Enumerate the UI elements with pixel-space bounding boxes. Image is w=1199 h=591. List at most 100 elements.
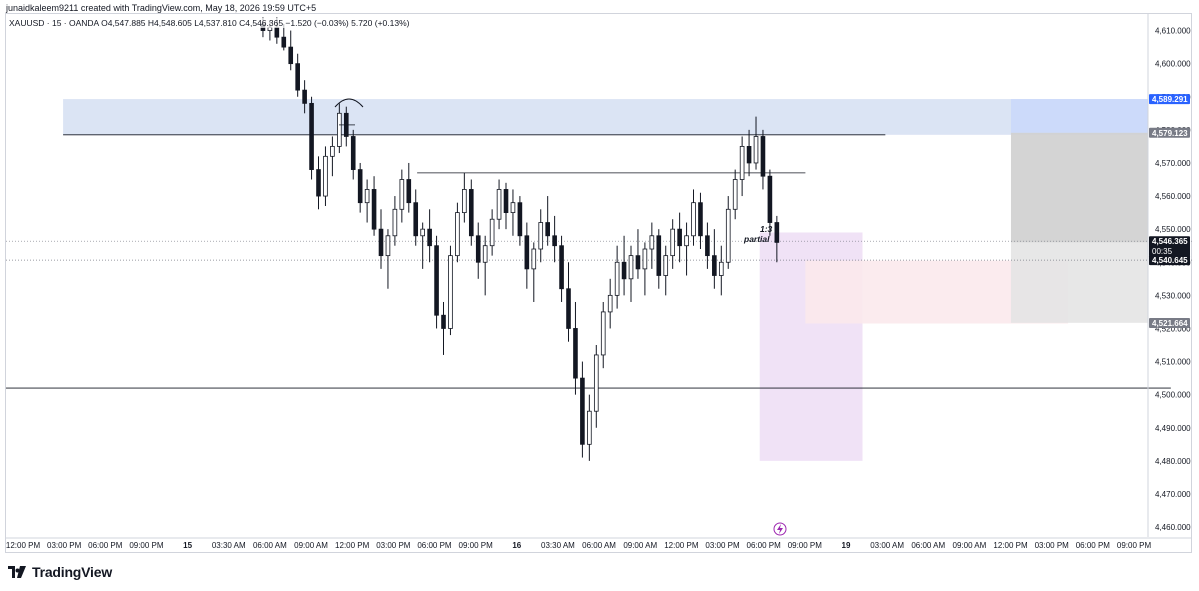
stop-zone [1010,132,1148,243]
time-tick-label: 03:00 PM [705,541,740,550]
candle-body [448,255,453,329]
time-axis: 12:00 PM 03:00 PM 06:00 PM 09:00 PM 15 03:30 … [6,537,1192,550]
time-tick-label: 06:00 AM [253,541,287,550]
candle-body [399,179,405,210]
candle [371,176,377,236]
alert-lightning-icon [773,522,787,536]
candle-body [482,245,488,263]
candle [531,242,537,302]
candle-body [559,245,564,290]
brand-name: TradingView [32,564,113,580]
candle [573,301,578,395]
candle-body [392,208,398,237]
attribution-text: junaidkaleem9211 created with TradingVie… [6,3,317,13]
candle-body [524,235,530,270]
candle-body [531,248,537,270]
candle-body [635,255,641,270]
candle [399,169,405,223]
price-label: 4,540.645 [1149,255,1190,266]
candle-body [288,46,294,65]
candle-body [573,328,578,379]
candle [538,209,544,263]
candle [656,229,662,289]
time-tick-label: 06:00 PM [417,541,452,550]
price-label-box [1149,94,1190,105]
candle [774,215,780,263]
time-tick-label: 03:30 AM [541,541,575,550]
price-label-text: 4,589.291 [1152,95,1188,104]
price-label-box [1149,236,1190,257]
candle [559,235,564,302]
time-tick-label: 03:00 PM [47,541,82,550]
price-label-box [1149,127,1190,138]
candle-body [316,169,321,197]
candle-body [600,311,606,356]
tradingview-brand[interactable]: TradingView [8,564,112,580]
candle [649,222,655,269]
price-label-text: 4,579.123 [1152,129,1188,138]
price-tick-label: 4,560.000 [1155,192,1191,201]
candle-body [413,202,419,237]
tradingview-logo-icon [8,566,26,578]
stop-zone-lower [1010,242,1148,323]
candle [593,345,599,428]
candle-body [434,245,439,316]
price-tick-label: 4,490.000 [1155,424,1191,433]
candle-body [621,261,627,280]
candle-body [774,222,780,243]
candle-body [468,189,474,237]
candle [434,235,439,329]
price-tick-label: 4,460.000 [1155,523,1191,532]
swing-high-arc [334,98,364,108]
candle [517,196,523,246]
candle-body [760,136,766,177]
candle [455,202,460,263]
candle-body [281,36,287,48]
time-tick-label: 09:00 AM [623,541,657,550]
candle [746,129,752,177]
chart-frame[interactable] [5,13,1192,553]
candle [684,222,689,276]
candle-body [670,228,675,257]
time-tick-label: 06:00 AM [582,541,616,550]
candle [323,146,328,206]
time-tick-label: 03:30 AM [212,541,246,550]
candle [739,136,745,197]
candle-body [663,255,669,276]
candle-body [475,235,481,263]
time-tick-label: 03:00 PM [1035,541,1070,550]
candle-body [309,102,314,170]
candle-body [732,179,738,210]
ratio-label: 1:3 [760,224,773,234]
candle-body [462,189,467,214]
price-label-box [1149,255,1190,266]
candle [364,179,370,223]
candle [545,196,550,246]
candle [767,169,773,236]
target-zone [1010,99,1148,133]
price-axis: 4,460.000 4,470.000 4,480.000 4,490.000 4,50… [1147,14,1191,537]
candle [600,301,606,369]
candle [663,245,669,296]
candle [420,222,425,269]
candle [468,179,474,246]
alert-icon-bolt [777,524,783,534]
symbol-legend[interactable]: XAUUSD · 15 · OANDA O4,547.885 H4,548.60… [9,18,410,28]
zones-layer [63,99,1149,461]
candle-body [323,155,328,197]
candle [350,129,356,180]
time-tick-label: 12:00 PM [993,541,1028,550]
candle-body [767,175,773,223]
candle-body [691,202,696,237]
candle [510,189,516,236]
time-tick-label: 09:00 AM [294,541,328,550]
candle [441,301,446,355]
candle-body [580,377,585,445]
candle-body [614,261,620,296]
candle-body [642,248,648,270]
candle-body [364,189,370,204]
candle [427,209,432,263]
price-tick-label: 4,520.000 [1155,324,1191,333]
candle [330,136,335,177]
